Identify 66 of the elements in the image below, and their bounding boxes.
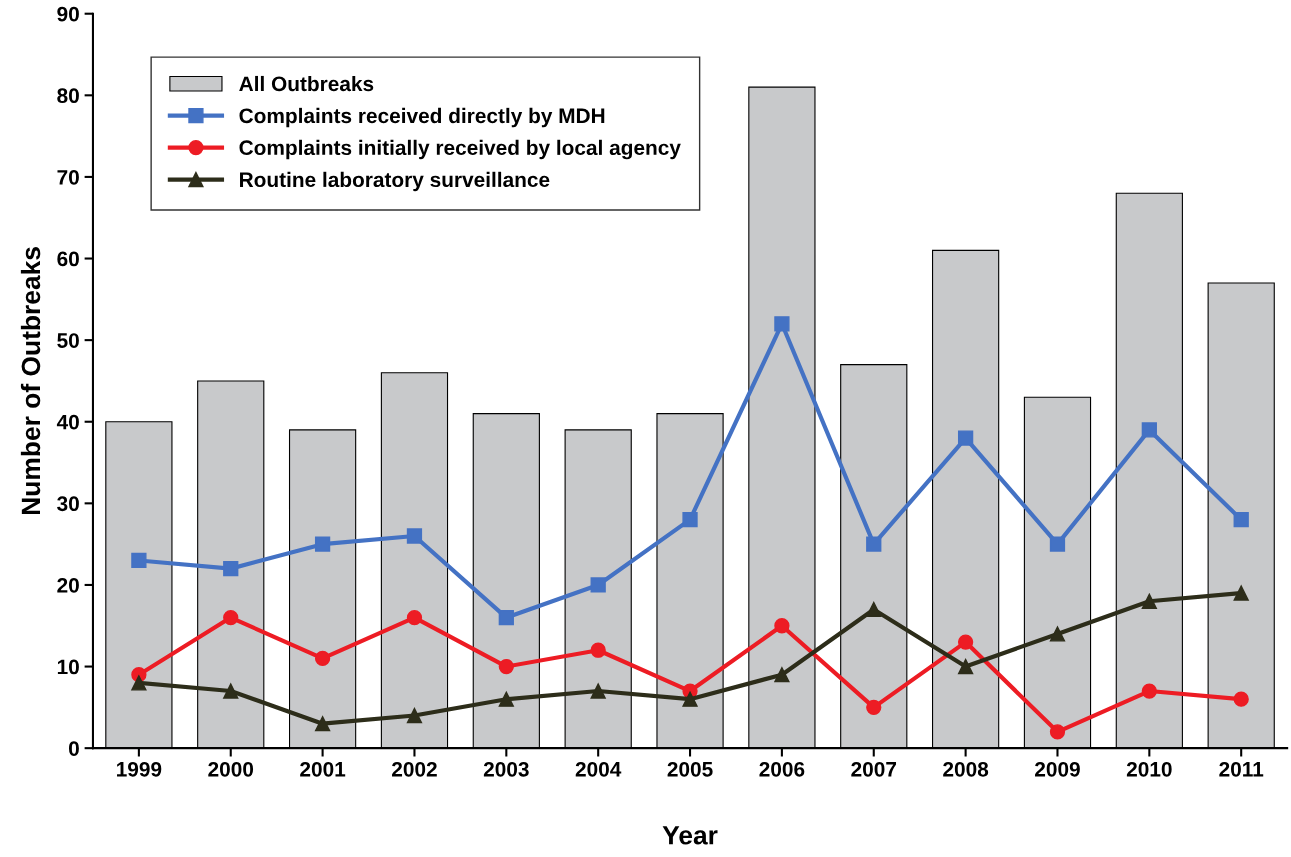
x-tick-label: 2009 bbox=[1035, 761, 1080, 777]
point bbox=[406, 707, 423, 724]
point bbox=[957, 634, 974, 650]
y-tick-label: 20 bbox=[57, 577, 79, 593]
x-tick-label: 2006 bbox=[759, 761, 805, 777]
point bbox=[957, 658, 974, 675]
x-tick-label: 2007 bbox=[851, 761, 897, 777]
y-tick-label: 30 bbox=[57, 496, 79, 512]
point bbox=[1049, 536, 1066, 552]
y-tick-label: 60 bbox=[57, 251, 79, 267]
point bbox=[314, 716, 331, 732]
x-tick-label: 1999 bbox=[117, 761, 162, 777]
legend-label: All Outbreaks bbox=[239, 75, 374, 92]
point bbox=[1233, 691, 1249, 707]
point bbox=[314, 536, 331, 552]
point bbox=[590, 642, 606, 658]
point bbox=[866, 601, 882, 618]
point bbox=[1049, 626, 1066, 642]
x-tick-label: 2004 bbox=[575, 761, 622, 777]
x-tick-label: 2005 bbox=[667, 761, 713, 777]
y-axis-title: Number of Outbreaks bbox=[20, 247, 41, 515]
x-tick-label: 2003 bbox=[483, 761, 529, 777]
legend-label: Complaints received directly by MDH bbox=[239, 107, 605, 128]
point bbox=[131, 552, 147, 569]
point bbox=[1141, 683, 1157, 699]
point bbox=[223, 560, 239, 577]
y-tick-label: 80 bbox=[57, 88, 79, 104]
point bbox=[498, 609, 514, 626]
x-axis-title: Year bbox=[662, 826, 718, 845]
y-tick-label: 40 bbox=[56, 414, 79, 430]
x-tick-label: 2011 bbox=[1219, 761, 1264, 777]
point bbox=[590, 683, 606, 699]
point bbox=[774, 618, 790, 634]
point bbox=[774, 316, 790, 332]
point bbox=[1141, 422, 1157, 438]
y-tick-label: 70 bbox=[57, 169, 79, 185]
point bbox=[1141, 593, 1157, 609]
x-tick-label: 2010 bbox=[1126, 761, 1172, 777]
point bbox=[498, 691, 514, 707]
point bbox=[1049, 724, 1066, 740]
point bbox=[682, 512, 698, 528]
y-tick-label: 50 bbox=[57, 333, 79, 348]
point bbox=[406, 609, 423, 626]
legend-label: Complaints initially received by local agency bbox=[239, 139, 681, 160]
point bbox=[774, 667, 790, 683]
point bbox=[866, 536, 882, 552]
y-tick-label: 0 bbox=[69, 741, 79, 756]
x-tick-label: 2002 bbox=[392, 761, 437, 777]
point bbox=[498, 658, 514, 675]
point bbox=[590, 577, 606, 593]
point bbox=[957, 430, 974, 446]
point bbox=[866, 699, 882, 715]
point bbox=[1233, 585, 1249, 601]
point bbox=[131, 675, 147, 691]
point bbox=[682, 691, 698, 707]
x-tick-label: 2000 bbox=[208, 761, 254, 777]
point bbox=[1233, 512, 1249, 528]
point bbox=[223, 683, 239, 699]
y-tick-label: 90 bbox=[57, 6, 79, 22]
x-tick-label: 2001 bbox=[300, 761, 346, 777]
point bbox=[406, 528, 423, 544]
legend-label: Routine laboratory surveillance bbox=[240, 171, 550, 192]
x-tick-label: 2008 bbox=[943, 761, 989, 777]
point bbox=[223, 609, 239, 626]
point bbox=[314, 650, 331, 667]
y-tick-label: 10 bbox=[57, 659, 79, 675]
